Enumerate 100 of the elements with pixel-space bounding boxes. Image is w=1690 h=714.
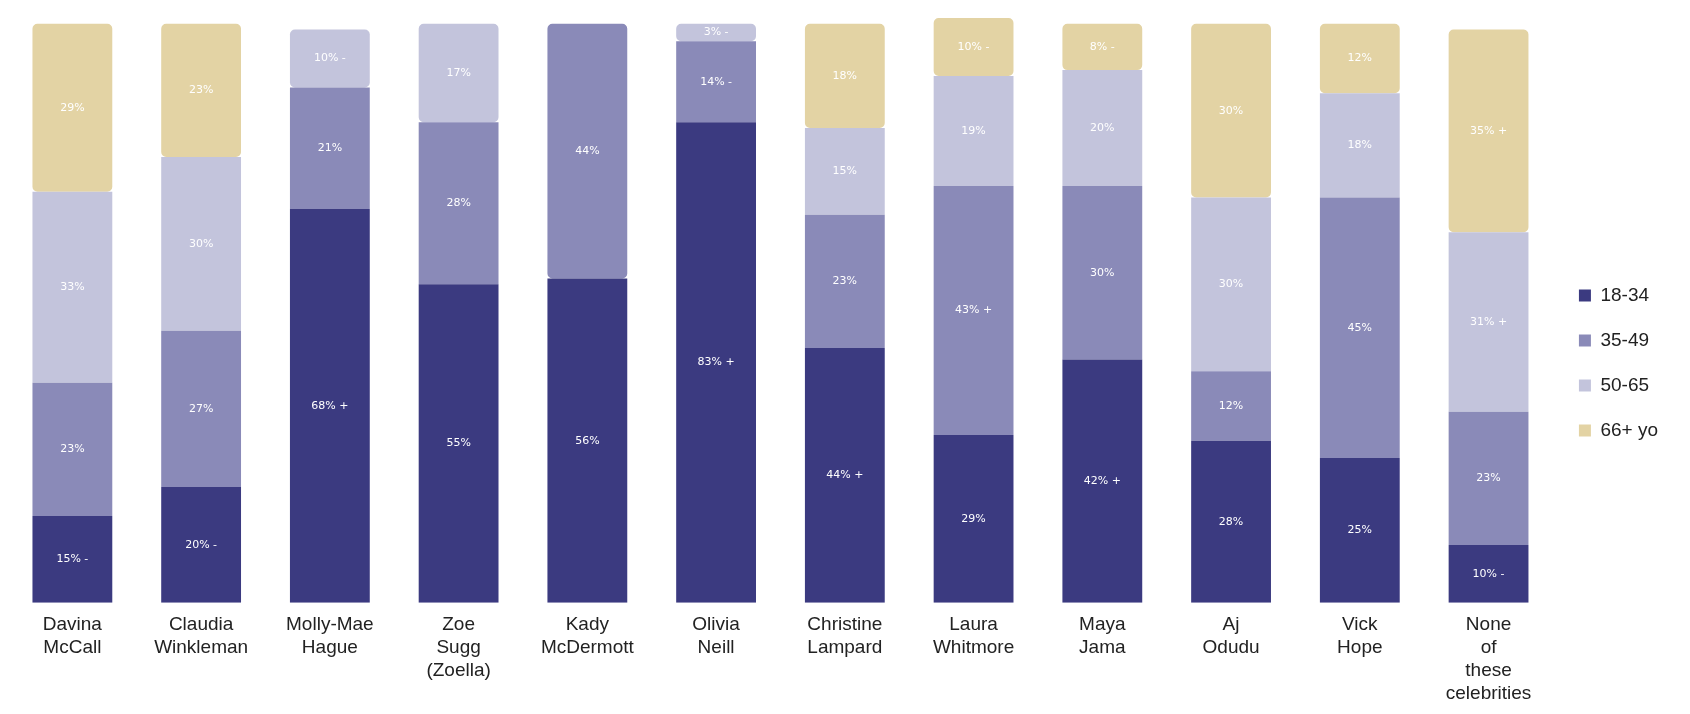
data-label: 14% -: [700, 74, 733, 88]
x-tick-label: Laura Whitmore: [932, 613, 1015, 658]
data-label: 12%: [1347, 51, 1373, 65]
bar: [161, 487, 242, 603]
data-label: 30%: [188, 236, 214, 250]
data-label: 44%: [575, 144, 600, 158]
data-label: 43% +: [954, 303, 993, 317]
bar: [32, 515, 113, 603]
data-label: 20% -: [185, 537, 218, 551]
data-label: 8% -: [1089, 39, 1115, 53]
data-label: 29%: [60, 100, 85, 114]
data-label: 23%: [60, 442, 85, 456]
bar: [1062, 23, 1143, 71]
x-tick-label: Maya Jama: [1079, 613, 1126, 658]
bar: [804, 348, 885, 603]
data-label: 83% +: [697, 355, 735, 369]
data-label: 44% +: [826, 468, 864, 482]
data-label: 28%: [446, 196, 471, 210]
bar: [1448, 411, 1529, 545]
data-label: 56%: [575, 433, 600, 447]
data-label: 20%: [1090, 120, 1115, 134]
data-label: 18%: [832, 68, 858, 82]
bar: [1448, 232, 1529, 412]
bar: [289, 29, 370, 88]
bar: [1319, 93, 1400, 198]
bar: [161, 330, 242, 487]
bar: [32, 23, 113, 192]
x-tick-label: Kady McDermott: [540, 613, 635, 658]
bar: [1191, 23, 1271, 198]
data-label: 33%: [60, 280, 85, 294]
data-label: 10% -: [957, 39, 990, 53]
data-label: 68% +: [311, 398, 349, 412]
bar: [1448, 29, 1529, 233]
data-label: 10% -: [313, 51, 346, 65]
bar: [1191, 440, 1271, 603]
data-label: 3% -: [703, 25, 729, 39]
bar: [289, 87, 370, 210]
x-tick-label: Vick Hope: [1337, 613, 1383, 658]
data-label: 23%: [188, 83, 214, 97]
data-label: 29%: [961, 511, 986, 525]
bar: [933, 18, 1014, 76]
bar: [804, 23, 885, 129]
legend-label: 35-49: [1600, 328, 1650, 350]
bar: [1319, 23, 1400, 94]
bar: [1062, 185, 1143, 360]
bar: [547, 23, 628, 279]
bar: [418, 122, 499, 285]
data-label: 12%: [1218, 398, 1244, 412]
data-label: 30%: [1090, 265, 1115, 279]
legend-label: 50-65: [1600, 373, 1650, 395]
x-tick-label: Davina McCall: [42, 613, 103, 658]
bar: [804, 214, 885, 349]
data-label: 21%: [317, 141, 343, 155]
data-label: 28%: [1218, 514, 1244, 528]
legend-label: 18-34: [1600, 283, 1650, 305]
bar: [933, 434, 1014, 603]
x-tick-label: Aj Odudu: [1202, 613, 1260, 658]
data-label: 42% +: [1083, 474, 1121, 488]
bar: [161, 156, 242, 331]
data-label: 27%: [188, 401, 214, 415]
data-label: 55%: [446, 436, 471, 450]
data-label: 45%: [1347, 320, 1373, 334]
data-label: 19%: [961, 123, 986, 137]
bar: [161, 23, 242, 157]
bar: [1191, 371, 1271, 441]
bar: [676, 122, 756, 603]
data-label: 15%: [832, 164, 858, 178]
bar: [418, 284, 499, 603]
x-tick-label: Claudia Winkleman: [154, 613, 249, 658]
data-label: 10% -: [1472, 566, 1505, 580]
bar: [1319, 197, 1400, 459]
data-label: 18%: [1347, 138, 1373, 152]
data-label: 17%: [446, 65, 471, 79]
data-label: 25%: [1347, 523, 1373, 537]
legend-label: 66+ yo: [1600, 418, 1658, 440]
data-label: 30%: [1218, 277, 1244, 291]
bar: [418, 23, 499, 123]
bar: [676, 41, 756, 123]
bar: [32, 191, 113, 383]
bar: [1448, 544, 1529, 603]
data-label: 31% +: [1469, 314, 1508, 328]
bar: [804, 128, 885, 215]
bar: [1191, 197, 1271, 372]
bar: [1062, 359, 1143, 603]
bar: [933, 75, 1014, 186]
bar: [1062, 70, 1143, 186]
x-tick-label: Molly-Mae Hague: [286, 613, 374, 658]
bar: [547, 278, 628, 603]
data-label: 23%: [1476, 471, 1501, 485]
bar: [933, 185, 1014, 435]
data-label: 23%: [832, 274, 858, 288]
data-label: 35% +: [1469, 123, 1508, 137]
bar: [32, 382, 113, 516]
bar: [676, 23, 756, 42]
data-label: 15% -: [56, 552, 89, 566]
bar: [1319, 458, 1400, 603]
x-tick-label: Olivia Neill: [692, 613, 741, 658]
x-tick-label: None of these celebrities: [1445, 613, 1532, 703]
data-label: 30%: [1218, 103, 1244, 117]
bar: [289, 209, 370, 603]
